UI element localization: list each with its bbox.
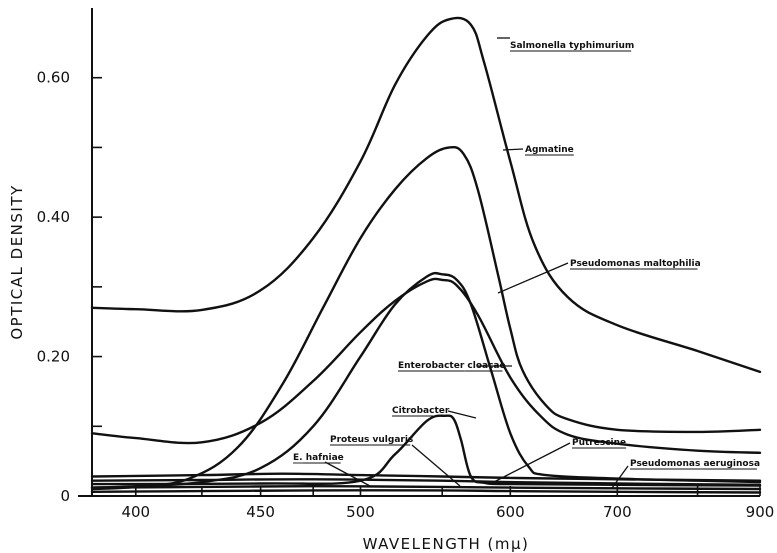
series-line-pseudomonas-maltophilia: [90, 277, 762, 454]
curve-label-pseudomonas-aeruginosa: Pseudomonas aeruginosa: [630, 459, 760, 469]
curves: [90, 16, 762, 494]
series-line-putrescine: [90, 485, 762, 491]
leader-line-citrobacter: [447, 410, 477, 419]
series-line-salmonella-typhimurium: [90, 16, 762, 374]
x-tick-label: 500: [346, 503, 375, 521]
curve-label-e-hafniae: E. hafniae: [293, 453, 344, 463]
series-line-enterobacter-cloacae: [90, 271, 762, 489]
x-tick-label: 700: [603, 503, 632, 521]
leader-line-e-hafniae: [324, 461, 371, 487]
series-line-pseudomonas-aeruginosa: [90, 489, 762, 494]
x-tick-label: 600: [496, 503, 525, 521]
curve-label-agmatine: Agmatine: [525, 145, 574, 155]
x-axis-title: WAVELENGTH (mµ): [363, 535, 530, 553]
curve-label-putrescine: Putrescine: [572, 438, 626, 448]
y-tick-label: 0.40: [37, 208, 70, 226]
curve-label-salmonella-typhimurium: Salmonella typhimurium: [510, 41, 634, 51]
curve-label-pseudomonas-maltophilia: Pseudomonas maltophilia: [570, 259, 701, 269]
y-tick-label: 0: [60, 487, 70, 505]
leader-line-putrescine: [489, 442, 571, 485]
leader-line-agmatine: [502, 148, 524, 151]
axes: [78, 8, 760, 497]
curve-label-enterobacter-cloacae: Enterobacter cloacae: [398, 361, 506, 371]
y-tick-label: 0.60: [37, 69, 70, 87]
y-tick-label: 0.20: [37, 348, 70, 366]
series-line-e-hafniae: [90, 478, 762, 486]
x-tick-label: 400: [121, 503, 150, 521]
leader-line-proteus-vulgaris: [411, 444, 461, 487]
y-axis-title: OPTICAL DENSITY: [8, 184, 26, 339]
leader-line-pseudomonas-maltophilia: [497, 262, 569, 294]
series-line-proteus-vulgaris: [90, 472, 762, 482]
curve-label-citrobacter: Citrobacter: [392, 406, 450, 416]
x-tick-label: 900: [746, 503, 775, 521]
series-line-agmatine: [90, 145, 762, 491]
leader-line-pseudomonas-aeruginosa: [611, 465, 629, 489]
series-line-citrobacter: [90, 414, 762, 487]
curve-labels: Salmonella typhimurium Agmatine Pseudomona…: [293, 37, 760, 489]
x-tick-label: 450: [246, 503, 275, 521]
curve-label-proteus-vulgaris: Proteus vulgaris: [330, 435, 413, 445]
